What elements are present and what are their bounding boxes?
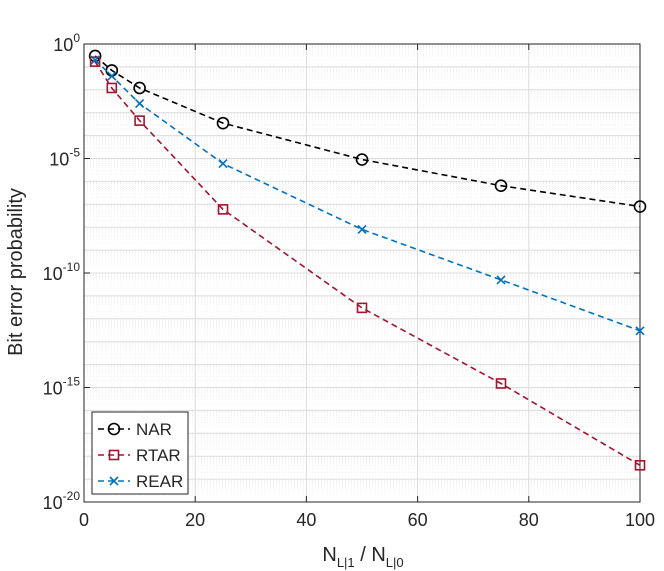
series-nar-point xyxy=(216,116,230,130)
series-rtar xyxy=(89,56,646,471)
series-rear-point xyxy=(496,275,506,285)
x-tick-label: 100 xyxy=(625,510,655,530)
x-tick-labels: 0 20 40 60 80 100 xyxy=(79,44,655,530)
y-tick-label: 10-5 xyxy=(49,146,80,170)
legend-entry-nar: NAR xyxy=(98,420,172,439)
x-tick-label: 40 xyxy=(296,510,316,530)
y-tick-label: 10-10 xyxy=(43,260,81,284)
y-tick-base: 10 xyxy=(43,264,63,284)
series-rear-point xyxy=(135,99,145,109)
series-rear-point xyxy=(90,55,100,65)
y-tick-base: 10 xyxy=(43,493,63,513)
series-rear-point xyxy=(635,326,645,336)
x-tick-label: 80 xyxy=(519,510,539,530)
series-rear xyxy=(90,55,645,336)
series-nar-point xyxy=(633,200,647,213)
legend-entry-nar-marker xyxy=(107,422,121,436)
y-tick-base: 10 xyxy=(53,35,73,55)
x-axis-label: NL|1 / NL|0 xyxy=(322,544,403,570)
series-rear-point xyxy=(357,224,367,234)
series-rtar-point xyxy=(495,378,507,389)
y-axis-label: Bit error probability xyxy=(5,188,27,356)
y-tick-base: 10 xyxy=(43,379,63,399)
y-tick-exponent: -5 xyxy=(69,146,80,160)
x-tick-label: 0 xyxy=(79,510,89,530)
y-tick-exponent: -20 xyxy=(63,489,81,503)
series-nar-line xyxy=(94,55,641,208)
legend-entry-rear-label: REAR xyxy=(136,472,183,491)
legend-entry-rear: REAR xyxy=(98,472,183,491)
x-tick-label: 20 xyxy=(185,510,205,530)
series-rear-point xyxy=(107,71,117,81)
series-nar-point xyxy=(355,153,369,166)
legend: NAR RTAR REAR xyxy=(91,411,189,495)
y-tick-exponent: 0 xyxy=(73,31,80,45)
series-rtar-line xyxy=(94,61,641,466)
legend-entry-rtar: RTAR xyxy=(98,446,181,465)
y-tick-base: 10 xyxy=(49,150,69,170)
series-nar-point xyxy=(494,179,508,192)
series-rtar-point xyxy=(356,302,368,314)
series-group xyxy=(88,49,647,471)
y-tick-label: 100 xyxy=(53,31,80,55)
legend-entry-rtar-label: RTAR xyxy=(136,446,181,465)
series-nar-point xyxy=(133,81,146,95)
legend-entry-rear-marker xyxy=(109,476,119,486)
series-rtar-point xyxy=(634,460,646,471)
legend-entry-nar-label: NAR xyxy=(136,420,172,439)
series-rtar-point xyxy=(89,56,101,67)
series-rear-point xyxy=(218,159,228,169)
series-nar xyxy=(88,49,647,213)
y-tick-label: 10-20 xyxy=(43,489,81,513)
series-rtar-point xyxy=(134,115,145,126)
series-rtar-point xyxy=(217,204,229,215)
x-tick-label: 60 xyxy=(408,510,428,530)
y-tick-label: 10-15 xyxy=(43,375,81,399)
legend-entry-rtar-marker xyxy=(108,449,120,461)
series-rtar-point xyxy=(106,82,118,94)
y-tick-exponent: -15 xyxy=(63,375,81,389)
series-nar-point xyxy=(88,49,102,63)
y-tick-exponent: -10 xyxy=(63,260,81,274)
